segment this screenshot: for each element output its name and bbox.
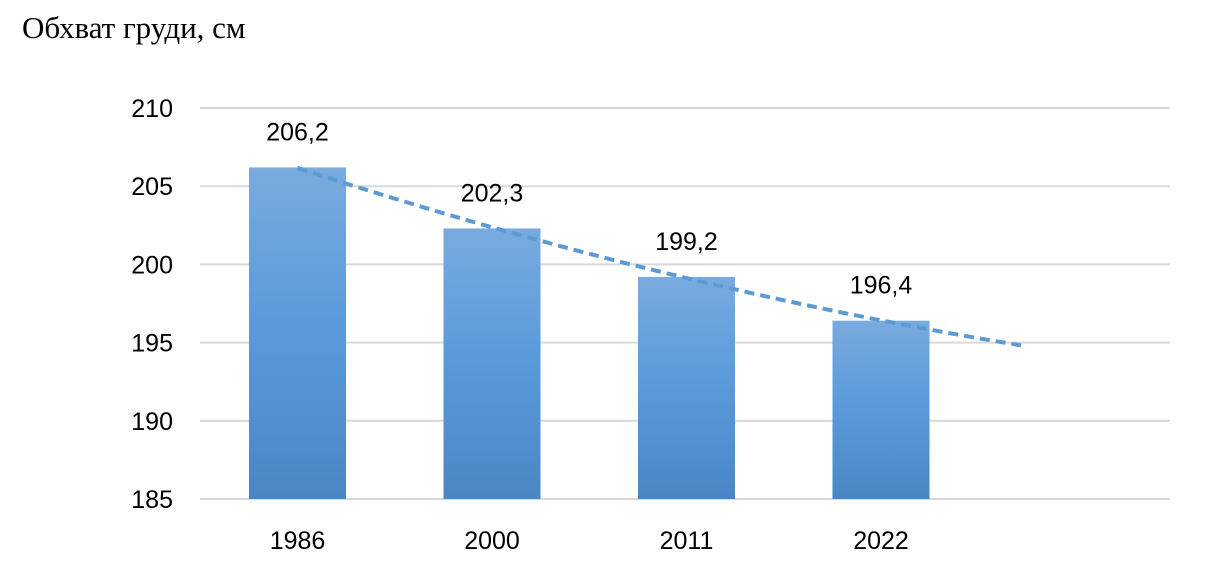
- y-tick-label: 185: [131, 486, 173, 514]
- y-tick-label: 200: [131, 251, 173, 279]
- y-tick-label: 210: [131, 95, 173, 123]
- bar-2000: [443, 228, 541, 500]
- data-labels: 206,2 202,3 199,2 196,4: [266, 118, 912, 299]
- y-tick-label: 205: [131, 173, 173, 201]
- bar-2022: [832, 320, 930, 499]
- x-tick-label-1986: 1986: [270, 527, 326, 555]
- data-label-2022: 196,4: [850, 272, 913, 300]
- y-axis-ticks: 185 190 195 200 205 210: [131, 95, 173, 514]
- y-tick-label: 195: [131, 330, 173, 358]
- trendline-group: [296, 165, 1022, 348]
- x-tick-label-2011: 2011: [660, 527, 714, 555]
- data-label-2011: 199,2: [655, 228, 718, 256]
- x-axis-ticks: 1986 2000 2011 2022: [270, 527, 909, 555]
- y-tick-label: 190: [131, 408, 173, 436]
- x-tick-label-2000: 2000: [464, 527, 520, 555]
- bar-2011: [638, 276, 735, 499]
- data-label-1986: 206,2: [266, 118, 329, 146]
- x-tick-label-2022: 2022: [853, 527, 909, 555]
- bar-1986: [249, 167, 346, 499]
- bars: [249, 167, 930, 500]
- trendline: [296, 165, 1022, 348]
- chart-title: Обхват груди, см: [22, 10, 246, 45]
- data-label-2000: 202,3: [461, 179, 524, 207]
